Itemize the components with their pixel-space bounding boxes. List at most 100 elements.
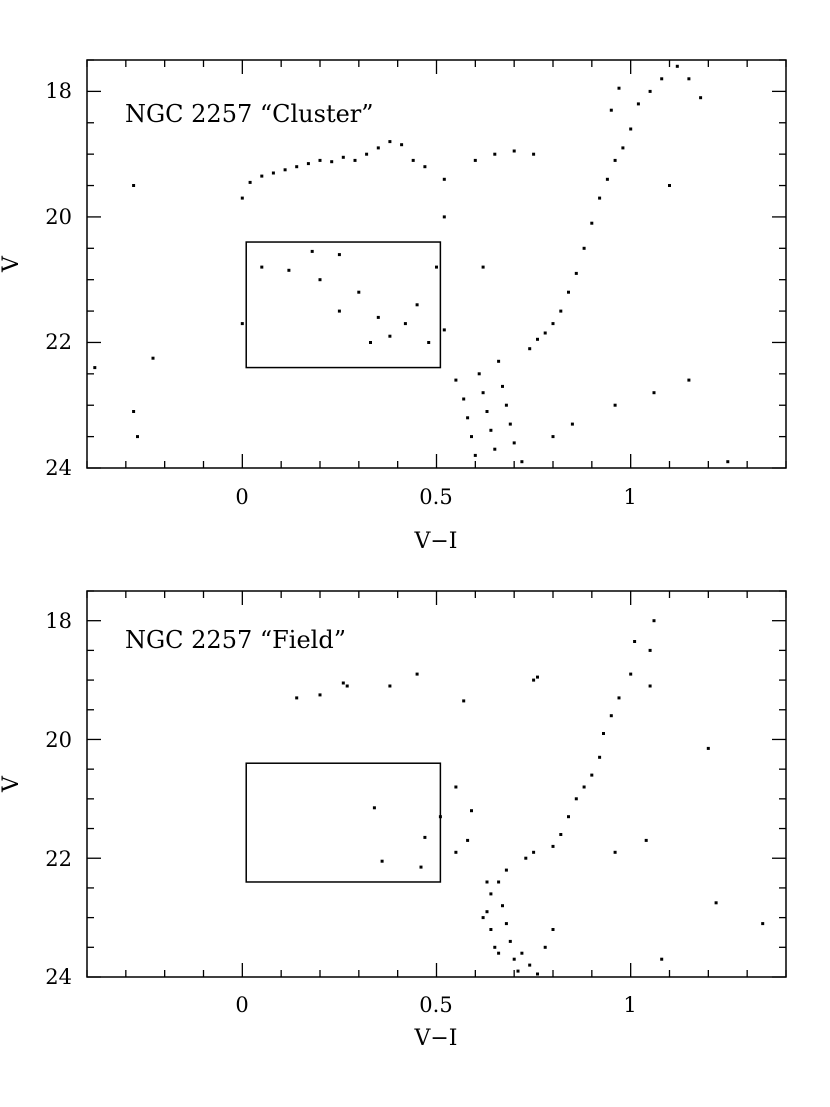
field-star-point	[536, 675, 539, 679]
field-star-point	[454, 785, 458, 789]
cluster-star-point	[388, 140, 392, 144]
field-star-point	[652, 619, 656, 623]
cluster-star-point	[353, 158, 357, 162]
cluster-star-points	[93, 64, 730, 464]
field-star-point	[761, 922, 765, 926]
cluster-star-point	[493, 447, 497, 451]
field-star-point	[520, 951, 524, 955]
cluster-star-point	[485, 410, 489, 413]
cluster-star-point	[687, 378, 691, 382]
cluster-star-point	[493, 152, 497, 156]
cluster-star-point	[504, 403, 508, 407]
cluster-star-point	[442, 177, 446, 181]
field-star-point	[532, 678, 536, 682]
cluster-star-point	[423, 165, 427, 169]
cluster-panel-title: NGC 2257 “Cluster”	[125, 100, 374, 128]
cluster-star-point	[470, 435, 473, 439]
field-star-point	[497, 951, 501, 955]
cluster-x-tick-labels: 0 0.5 1	[235, 485, 636, 509]
field-star-point	[524, 856, 528, 860]
cluster-star-point	[570, 422, 574, 426]
field-star-point	[512, 957, 516, 961]
cluster-star-point	[132, 410, 136, 413]
field-panel: 0 0.5 1 18 20 22 24 V−I V NGC 2257 “Fiel…	[0, 590, 787, 1051]
field-panel-title: NGC 2257 “Field”	[125, 626, 346, 654]
cluster-star-point	[481, 265, 485, 269]
cluster-star-point	[93, 366, 97, 370]
field-star-point	[574, 797, 578, 801]
cluster-star-point	[567, 290, 570, 294]
cluster-star-point	[551, 435, 555, 439]
cluster-star-point	[411, 158, 415, 162]
cluster-star-point	[442, 328, 446, 332]
cluster-star-point	[283, 168, 287, 172]
cluster-star-point	[512, 149, 516, 153]
cluster-star-point	[240, 322, 244, 326]
field-x-tick-labels: 0 0.5 1	[235, 993, 636, 1017]
field-star-point	[660, 957, 664, 961]
cluster-star-point	[365, 152, 369, 156]
field-star-point	[485, 880, 489, 884]
cluster-star-point	[648, 89, 652, 93]
cluster-panel: 0 0.5 1 18 20 22 24 V−I V NGC 2257 “Clus…	[0, 59, 787, 554]
cluster-ticks	[86, 59, 787, 469]
field-star-point	[454, 850, 458, 854]
cluster-star-point	[536, 337, 539, 341]
field-star-point	[648, 648, 652, 652]
cluster-star-point	[295, 165, 299, 169]
cluster-star-point	[260, 265, 264, 269]
field-star-point	[582, 785, 586, 789]
cluster-x-axis-label: V−I	[413, 529, 457, 554]
field-star-point	[551, 928, 555, 931]
cluster-star-point	[617, 86, 621, 90]
cluster-star-point	[489, 428, 493, 432]
field-star-point	[481, 916, 485, 920]
cluster-star-point	[369, 341, 372, 344]
field-star-points	[295, 619, 765, 976]
field-star-point	[423, 835, 427, 839]
field-star-point	[609, 714, 613, 718]
field-star-point	[532, 850, 536, 854]
field-star-point	[617, 696, 621, 700]
cluster-star-point	[376, 146, 380, 150]
cluster-x-tick-label: 0.5	[419, 485, 452, 509]
cluster-star-point	[388, 334, 392, 338]
cluster-star-point	[481, 391, 485, 395]
field-star-point	[497, 880, 501, 884]
field-star-point	[341, 681, 345, 685]
cluster-star-point	[271, 171, 275, 175]
cluster-star-point	[318, 158, 322, 162]
cluster-star-point	[726, 460, 730, 464]
cluster-star-point	[260, 174, 264, 178]
cluster-star-point	[136, 435, 139, 439]
cluster-star-point	[435, 265, 438, 269]
cluster-star-point	[508, 422, 512, 426]
cluster-star-point	[598, 196, 602, 200]
cluster-star-point	[415, 303, 419, 307]
field-star-point	[559, 833, 563, 836]
cluster-star-point	[609, 108, 613, 112]
field-star-point	[602, 732, 605, 735]
field-selection-box	[245, 762, 442, 883]
field-star-point	[648, 684, 652, 688]
cluster-star-point	[687, 77, 691, 81]
field-star-point	[504, 868, 508, 872]
cluster-star-point	[454, 378, 458, 382]
field-star-point	[629, 672, 633, 676]
cluster-star-point	[477, 372, 481, 376]
cluster-star-point	[605, 177, 609, 181]
field-star-point	[633, 640, 637, 643]
field-star-point	[466, 838, 470, 842]
cluster-star-point	[629, 127, 633, 131]
cluster-star-point	[442, 215, 446, 219]
cluster-star-point	[248, 180, 252, 184]
cluster-star-point	[473, 158, 477, 162]
field-star-point	[508, 939, 512, 943]
cluster-selection-box	[245, 241, 442, 369]
cluster-y-tick-label: 22	[45, 330, 72, 354]
cluster-star-point	[357, 290, 361, 294]
field-x-axis-label: V−I	[413, 1026, 457, 1051]
field-star-point	[485, 910, 489, 914]
cluster-star-point	[636, 102, 640, 106]
field-star-point	[598, 755, 602, 759]
